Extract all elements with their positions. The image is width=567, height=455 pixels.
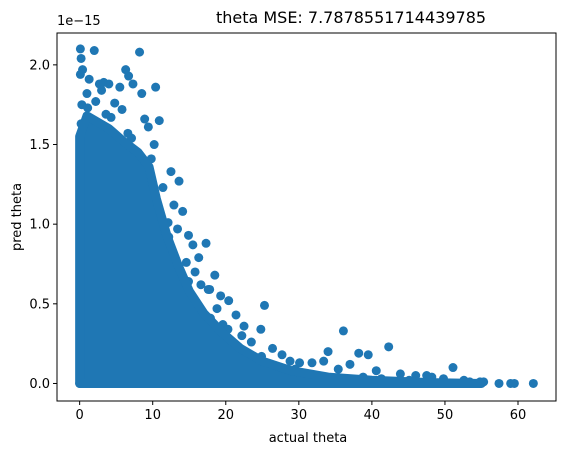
data-point [124,71,134,81]
data-point [76,53,86,63]
data-point [319,356,329,366]
data-point [190,267,200,277]
x-tick-label: 50 [437,408,454,423]
data-point [333,364,343,374]
x-tick-label: 60 [510,408,527,423]
data-point [115,82,125,92]
data-point [448,363,458,373]
data-point [158,183,168,193]
data-point [239,321,249,331]
data-point [268,343,278,353]
chart-title: theta MSE: 7.7878551714439785 [216,8,486,27]
data-point [246,337,256,347]
y-axis-offset-label: 1e−15 [57,14,101,29]
data-point [295,358,305,368]
data-point [509,378,519,388]
axes-frame [56,32,557,402]
x-tick-label: 30 [291,408,308,423]
data-point [154,116,164,126]
data-point [83,103,93,113]
y-axis-label: pred theta [10,183,25,251]
data-point [323,347,333,357]
x-tick-label: 20 [217,408,234,423]
data-point [91,97,101,106]
data-point [422,371,432,381]
data-point [178,206,188,216]
data-point [166,167,176,177]
data-point [256,324,266,334]
data-point [363,350,373,360]
x-tick-label: 0 [76,408,84,423]
data-point [371,366,381,376]
y-tick-label: 0.0 [29,377,50,392]
data-point [285,356,295,366]
data-point [494,378,504,388]
data-point [181,257,191,267]
y-tick-label: 0.5 [29,297,50,312]
data-point [277,350,287,360]
data-point [184,230,194,240]
data-point [117,104,127,114]
data-points-layer [75,44,538,388]
data-point [149,140,159,150]
x-axis-ticks: 0 10 20 30 40 50 60 [76,401,527,423]
data-point [345,359,355,369]
data-point [106,112,116,122]
y-axis-ticks: 0.0 0.5 1.0 1.5 2.0 [29,58,57,392]
data-point [224,296,234,306]
y-tick-label: 1.0 [29,218,50,233]
x-tick-label: 10 [144,408,161,423]
data-point [395,369,405,379]
dense-point-cloud [75,111,486,388]
data-point [188,240,198,250]
data-point [354,348,364,358]
data-point [82,89,92,99]
data-point [135,47,145,57]
data-point [210,270,220,280]
data-point [128,79,138,89]
data-point [338,326,348,336]
x-axis-label: actual theta [269,431,348,446]
data-point [137,89,147,99]
y-tick-label: 1.5 [29,138,50,153]
data-point [75,44,85,54]
data-point [104,79,114,89]
data-point [89,46,99,56]
data-point [173,224,183,234]
data-point [201,238,211,248]
plot-area [56,32,557,402]
y-tick-label: 2.0 [29,58,50,73]
data-point [528,378,538,388]
data-point [307,358,317,368]
data-point [384,342,394,352]
x-tick-label: 40 [364,408,381,423]
data-point [151,82,161,92]
data-point [75,69,85,79]
data-point [84,74,94,84]
data-point [231,310,241,320]
data-point [216,291,226,301]
data-point [140,114,150,124]
data-point [259,300,269,310]
data-point [97,85,107,95]
data-point [196,280,206,290]
data-point [203,284,213,294]
data-point [143,122,153,132]
data-point [110,98,120,108]
data-point [174,176,184,186]
data-point [169,200,179,210]
data-point [237,331,247,341]
data-point [212,304,222,314]
data-point [194,253,204,263]
